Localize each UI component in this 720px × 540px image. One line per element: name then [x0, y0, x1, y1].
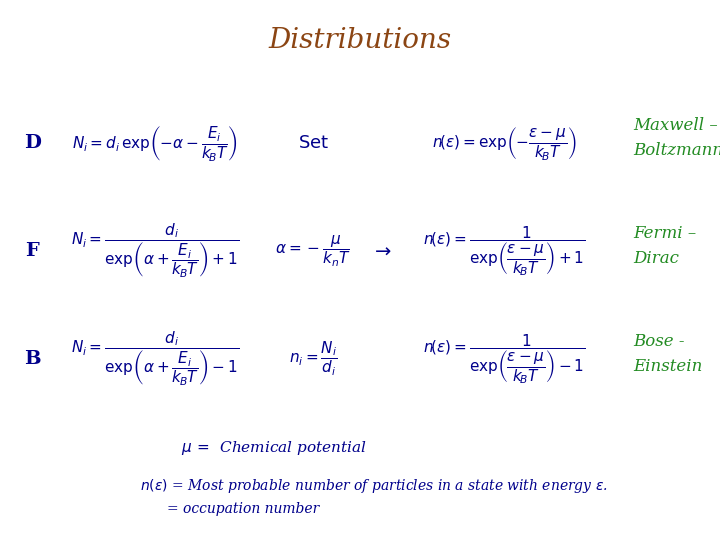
Text: = occupation number: = occupation number	[167, 502, 319, 516]
Text: Bose -
Einstein: Bose - Einstein	[634, 333, 703, 375]
Text: $\mu\,=\,$ Chemical potential: $\mu\,=\,$ Chemical potential	[181, 439, 366, 457]
Text: Fermi –
Dirac: Fermi – Dirac	[634, 225, 697, 267]
Text: $n\!\left(\varepsilon\right)=\dfrac{1}{\exp\!\left(\dfrac{\varepsilon-\mu}{k_{\!: $n\!\left(\varepsilon\right)=\dfrac{1}{\…	[423, 332, 585, 386]
Text: $n(\varepsilon)$ = Most probable number of particles in a state with energy $\va: $n(\varepsilon)$ = Most probable number …	[140, 477, 608, 495]
Text: Distributions: Distributions	[269, 27, 451, 54]
Text: $\mathrm{Set}$: $\mathrm{Set}$	[297, 134, 329, 152]
Text: $n_i = \dfrac{N_i}{d_i}$: $n_i = \dfrac{N_i}{d_i}$	[289, 340, 338, 378]
Text: $N_i = d_i \,\exp\!\left(-\alpha-\dfrac{E_i}{k_{\!B}T}\right)$: $N_i = d_i \,\exp\!\left(-\alpha-\dfrac{…	[72, 124, 238, 163]
Text: $N_i = \dfrac{d_i}{\exp\!\left(\alpha+\dfrac{E_i}{k_{\!B}T}\right)-1}$: $N_i = \dfrac{d_i}{\exp\!\left(\alpha+\d…	[71, 330, 239, 388]
Text: $\rightarrow$: $\rightarrow$	[371, 242, 392, 260]
Text: $N_i = \dfrac{d_i}{\exp\!\left(\alpha+\dfrac{E_i}{k_{\!B}T}\right)+1}$: $N_i = \dfrac{d_i}{\exp\!\left(\alpha+\d…	[71, 222, 239, 280]
Text: $n\!\left(\varepsilon\right)=\dfrac{1}{\exp\!\left(\dfrac{\varepsilon-\mu}{k_{\!: $n\!\left(\varepsilon\right)=\dfrac{1}{\…	[423, 224, 585, 278]
Text: $n\!\left(\varepsilon\right)=\exp\!\left(-\dfrac{\varepsilon-\mu}{k_{\!B}T}\righ: $n\!\left(\varepsilon\right)=\exp\!\left…	[432, 125, 576, 161]
Text: F: F	[25, 242, 40, 260]
Text: Maxwell –
Boltzmann: Maxwell – Boltzmann	[634, 117, 720, 159]
Text: D: D	[24, 134, 41, 152]
Text: $\alpha=-\dfrac{\mu}{k_n T}$: $\alpha=-\dfrac{\mu}{k_n T}$	[275, 233, 351, 269]
Text: B: B	[24, 350, 41, 368]
